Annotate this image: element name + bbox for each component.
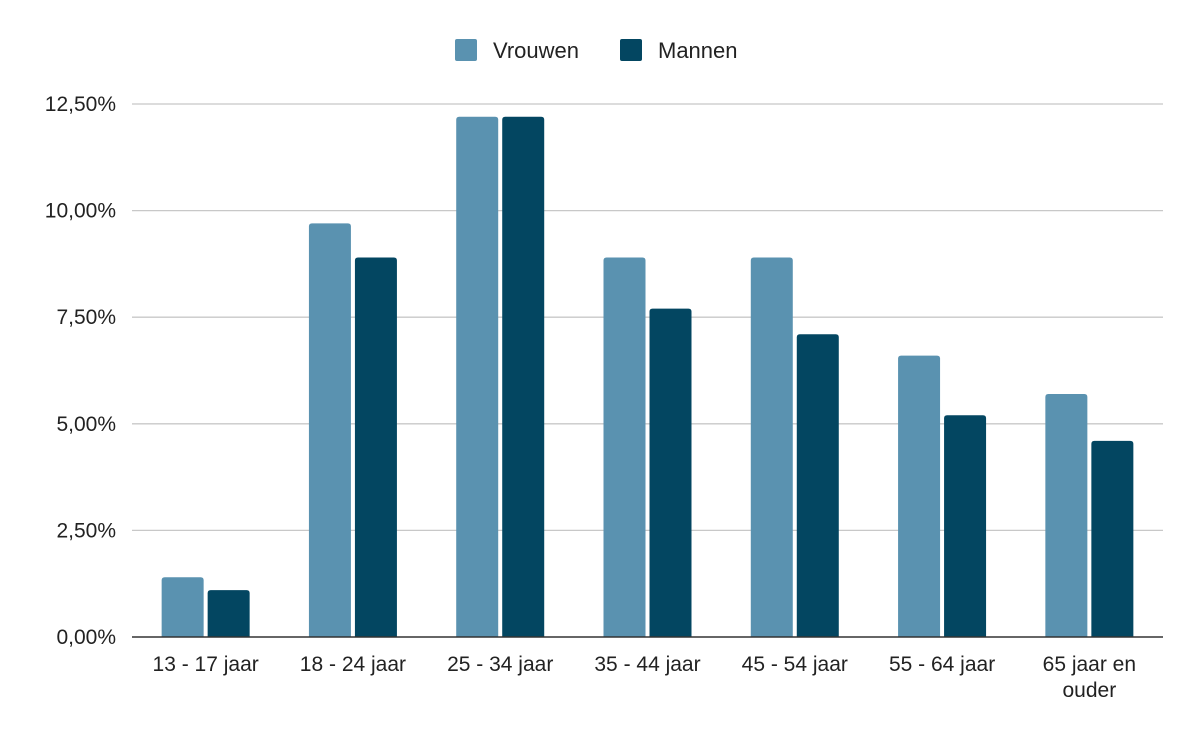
x-tick-labels: 13 - 17 jaar 18 - 24 jaar 25 - 34 jaar 35 -… [153, 653, 1137, 702]
bar-vrouwen [603, 257, 646, 637]
x-tick-label: 55 - 64 jaar [889, 653, 995, 676]
x-tick-label: 45 - 54 jaar [742, 653, 848, 676]
legend-swatch [455, 39, 477, 61]
x-tick-label: 18 - 24 jaar [300, 653, 406, 676]
legend-label: Vrouwen [493, 38, 579, 63]
bar-vrouwen [456, 116, 499, 638]
chart-legend: Vrouwen Mannen [455, 38, 738, 63]
legend-label: Mannen [658, 38, 738, 63]
bar-mannen [944, 415, 987, 637]
bar-mannen [649, 308, 692, 637]
x-tick-label: 35 - 44 jaar [594, 653, 700, 676]
y-tick-label: 5,00% [56, 413, 116, 436]
x-tick-label: 65 jaar en ouder [1043, 653, 1136, 702]
bar-mannen [1091, 440, 1134, 637]
bar-vrouwen [898, 355, 941, 637]
gridlines [132, 103, 1163, 532]
bar-mannen [502, 116, 545, 638]
y-tick-labels: 0,00% 2,50% 5,00% 7,50% 10,00% 12,50% [45, 93, 116, 649]
bar-vrouwen [1045, 393, 1088, 637]
y-tick-label: 10,00% [45, 200, 116, 223]
x-tick-label: 25 - 34 jaar [447, 653, 553, 676]
y-tick-label: 7,50% [56, 306, 116, 329]
y-tick-label: 12,50% [45, 93, 116, 116]
bars [161, 116, 1134, 638]
legend-swatch [620, 39, 642, 61]
bar-mannen [796, 334, 839, 637]
legend-item-vrouwen: Vrouwen [455, 38, 579, 63]
bar-vrouwen [308, 223, 351, 637]
bar-mannen [207, 590, 250, 637]
y-tick-label: 2,50% [56, 519, 116, 542]
x-tick-label: 13 - 17 jaar [153, 653, 259, 676]
legend-item-mannen: Mannen [620, 38, 738, 63]
bar-vrouwen [161, 577, 204, 637]
y-tick-label: 0,00% [56, 626, 116, 649]
bar-vrouwen [750, 257, 793, 637]
bar-mannen [354, 257, 397, 637]
